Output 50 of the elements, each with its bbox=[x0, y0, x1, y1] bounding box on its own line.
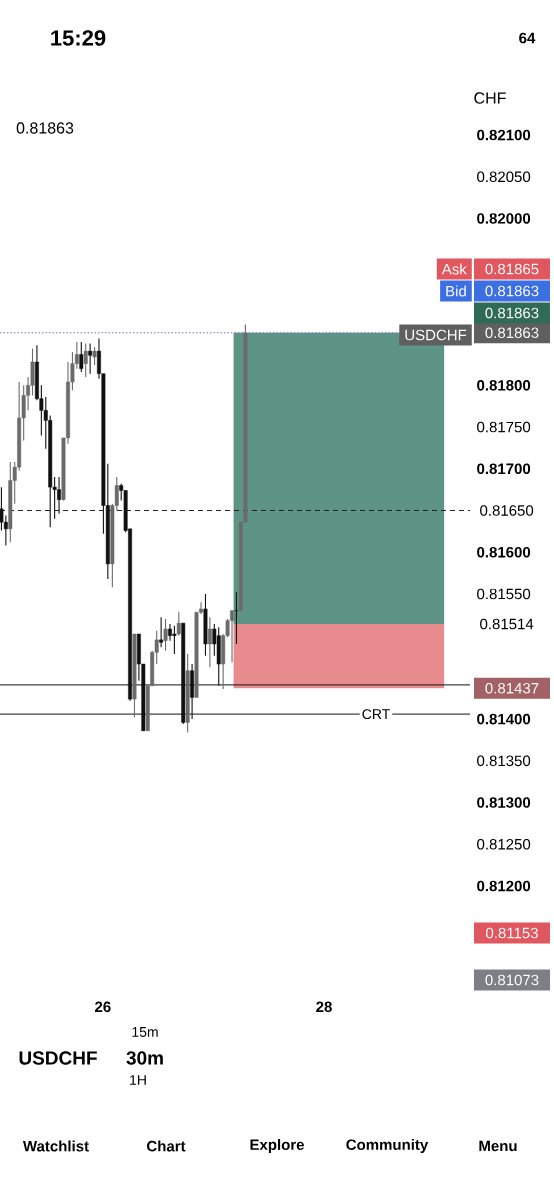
ref-line-label: 0.81650 bbox=[480, 505, 534, 516]
text: Menu bbox=[479, 1140, 517, 1152]
ref-line-label: 0.81863 bbox=[485, 327, 539, 339]
text: Watchlist bbox=[22, 1140, 89, 1152]
candlestick bbox=[8, 461, 13, 543]
y-tick-label: 0.81800 bbox=[477, 380, 531, 391]
candlestick bbox=[163, 618, 168, 652]
y-tick-label: 0.82050 bbox=[477, 171, 531, 183]
text: 15:29 bbox=[51, 30, 106, 46]
text: 30m bbox=[126, 1051, 163, 1065]
text: 0.81863 bbox=[485, 307, 539, 319]
text: 0.81073 bbox=[485, 974, 539, 986]
x-tick-label: 26 bbox=[95, 1001, 111, 1013]
y-tick-label: 0.81300 bbox=[477, 797, 531, 808]
candlestick bbox=[176, 611, 181, 637]
text: USDCHF bbox=[19, 1051, 97, 1065]
y-tick-label: 0.81200 bbox=[477, 880, 531, 892]
text: CHF bbox=[474, 92, 506, 104]
candlestick bbox=[83, 343, 88, 378]
text: 0.81865 bbox=[485, 263, 539, 275]
candlestick bbox=[92, 346, 97, 366]
annotation: Bid bbox=[446, 285, 466, 297]
candlestick bbox=[172, 625, 177, 655]
band-label: 0.81437 bbox=[485, 682, 539, 694]
x-tick-label: 28 bbox=[316, 1001, 332, 1013]
y-tick-label: 0.81600 bbox=[477, 546, 531, 558]
y-tick-label: 0.81400 bbox=[477, 713, 531, 725]
annotation: Ask bbox=[441, 263, 467, 275]
text: 64 bbox=[519, 32, 536, 44]
candlestick bbox=[203, 593, 208, 657]
text: Chart bbox=[147, 1140, 186, 1152]
y-tick-label: 0.81700 bbox=[477, 463, 531, 475]
text: 15m bbox=[132, 1027, 158, 1037]
candlestick bbox=[132, 633, 137, 718]
y-tick-label: 0.82100 bbox=[477, 129, 531, 141]
band-label: 0.81514 bbox=[480, 618, 534, 630]
y-tick-label: 0.81350 bbox=[477, 755, 531, 767]
y-tick-label: 0.81750 bbox=[477, 421, 531, 433]
candlestick bbox=[185, 653, 190, 734]
ref-line-label: CRT bbox=[362, 709, 390, 720]
y-tick-label: 0.81250 bbox=[477, 838, 531, 850]
text: 0.81863 bbox=[16, 122, 74, 134]
y-tick-label: 0.81550 bbox=[477, 588, 531, 600]
text: Community bbox=[346, 1139, 429, 1153]
y-tick-label: 0.82000 bbox=[477, 213, 531, 224]
text: 1H bbox=[130, 1075, 146, 1085]
text: 0.81863 bbox=[485, 285, 539, 297]
text: Explore bbox=[250, 1139, 304, 1153]
text: 0.81153 bbox=[486, 927, 538, 939]
annotation: USDCHF bbox=[405, 329, 467, 341]
